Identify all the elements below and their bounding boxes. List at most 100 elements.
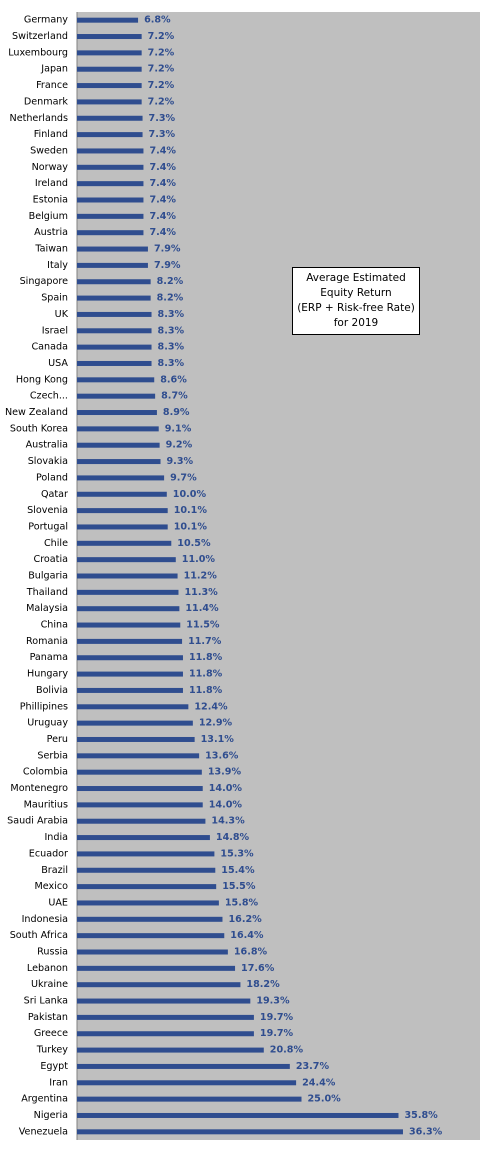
category-label: Norway [32, 162, 69, 173]
data-label: 11.7% [188, 636, 222, 647]
bar [77, 540, 172, 546]
bar [77, 1014, 254, 1020]
category-label: Italy [47, 260, 68, 271]
bar [77, 589, 179, 595]
bar [77, 344, 152, 350]
data-label: 25.0% [308, 1094, 342, 1105]
data-label: 13.1% [201, 734, 235, 745]
bar [77, 753, 200, 759]
category-label: Finland [34, 129, 68, 140]
bar [77, 246, 148, 252]
category-label: Luxembourg [8, 47, 68, 58]
bar [77, 786, 203, 792]
bar [77, 622, 181, 628]
category-label: China [41, 620, 68, 631]
data-label: 8.3% [158, 358, 185, 369]
bar [77, 442, 160, 448]
bar [77, 949, 228, 955]
bar [77, 704, 189, 710]
category-label: Nigeria [34, 1110, 68, 1121]
category-label: Russia [37, 947, 68, 958]
data-label: 8.9% [163, 407, 190, 418]
data-label: 7.4% [149, 211, 176, 222]
bar [77, 83, 142, 89]
category-label: UK [55, 309, 69, 320]
bar [77, 377, 155, 383]
data-label: 7.2% [148, 47, 175, 58]
category-label: Switzerland [12, 31, 68, 42]
bar [77, 328, 152, 334]
data-label: 19.7% [260, 1012, 294, 1023]
data-label: 16.2% [228, 914, 262, 925]
data-label: 11.8% [189, 685, 223, 696]
data-label: 7.2% [148, 80, 175, 91]
category-label: Turkey [36, 1045, 69, 1056]
category-label: USA [48, 358, 68, 369]
category-label: Indonesia [22, 914, 68, 925]
data-label: 11.5% [186, 620, 220, 631]
bars-group [77, 17, 403, 1135]
bar [77, 115, 143, 121]
category-label: Brazil [41, 865, 68, 876]
bar [77, 66, 142, 72]
category-label: Denmark [24, 96, 69, 107]
bar [77, 50, 142, 56]
data-label: 15.8% [225, 897, 259, 908]
bar [77, 802, 203, 808]
bar [77, 916, 223, 922]
bar [77, 230, 144, 236]
bar [77, 573, 178, 579]
bar [77, 279, 151, 285]
category-label: Spain [41, 293, 68, 304]
data-label: 20.8% [270, 1045, 304, 1056]
category-label: Mexico [35, 881, 69, 892]
category-label: Estonia [33, 195, 68, 206]
category-label: France [36, 80, 68, 91]
data-label: 7.9% [154, 260, 181, 271]
bar [77, 459, 161, 465]
category-label: Pakistan [28, 1012, 68, 1023]
category-label: Sweden [30, 145, 68, 156]
data-label: 7.4% [149, 178, 176, 189]
data-label: 14.3% [211, 816, 245, 827]
bar [77, 638, 183, 644]
bar [77, 1047, 264, 1053]
data-label: 17.6% [241, 963, 275, 974]
bar [77, 1080, 297, 1086]
data-label: 19.7% [260, 1028, 294, 1039]
category-label: Colombia [23, 767, 68, 778]
data-label: 11.3% [184, 587, 218, 598]
bar [77, 360, 152, 366]
bar [77, 148, 144, 154]
data-label: 16.8% [234, 947, 268, 958]
category-label: Peru [47, 734, 68, 745]
data-label: 19.3% [256, 996, 290, 1007]
bar [77, 982, 241, 988]
data-label: 11.0% [182, 554, 216, 565]
data-label: 14.0% [209, 783, 243, 794]
bar [77, 164, 144, 170]
category-label: Sri Lanka [24, 996, 68, 1007]
bar [77, 99, 142, 105]
data-label: 7.2% [148, 96, 175, 107]
chart-title-box: Average Estimated Equity Return (ERP + R… [292, 267, 420, 335]
category-label: Uruguay [27, 718, 68, 729]
data-label: 10.1% [174, 521, 208, 532]
category-label: Saudi Arabia [7, 816, 68, 827]
category-label: South Africa [10, 930, 68, 941]
bar [77, 475, 165, 481]
category-label: Croatia [34, 554, 69, 565]
bar [77, 426, 159, 432]
data-label: 8.3% [158, 342, 185, 353]
data-label: 8.6% [160, 374, 187, 385]
data-label: 11.8% [189, 669, 223, 680]
data-label: 9.3% [167, 456, 194, 467]
category-label: Serbia [37, 750, 68, 761]
bar [77, 965, 236, 971]
category-label: Poland [36, 472, 68, 483]
category-label: Singapore [20, 276, 68, 287]
bar [77, 1031, 254, 1037]
data-label: 7.2% [148, 64, 175, 75]
category-label: Canada [31, 342, 68, 353]
